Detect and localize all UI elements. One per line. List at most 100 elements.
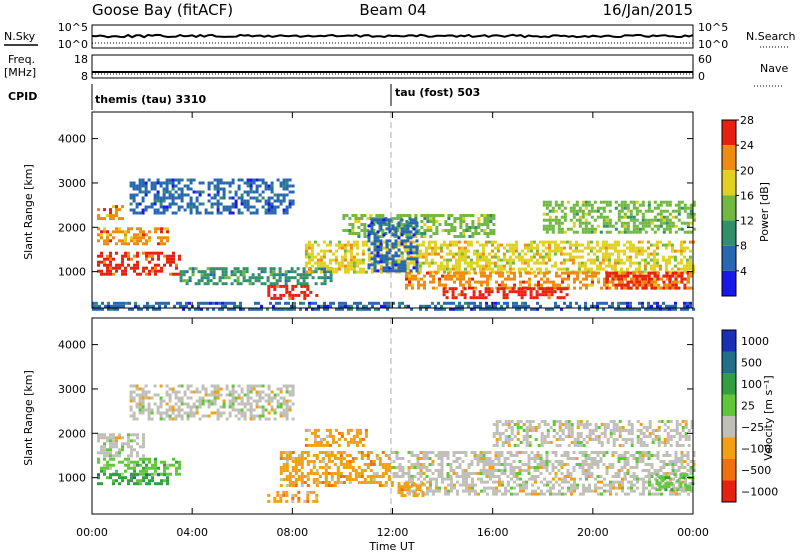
- range-cell: [653, 262, 656, 265]
- range-cell: [274, 209, 277, 212]
- range-cell: [618, 216, 621, 219]
- range-cell: [142, 252, 145, 255]
- range-cell: [483, 451, 486, 454]
- range-cell: [672, 222, 675, 225]
- range-cell: [338, 262, 341, 265]
- range-cell: [244, 406, 247, 409]
- range-cell: [217, 206, 220, 209]
- range-cell: [139, 212, 142, 215]
- range-cell: [361, 454, 364, 457]
- range-cell: [633, 219, 636, 222]
- range-cell: [663, 454, 666, 457]
- range-cell: [431, 241, 434, 244]
- range-cell: [579, 216, 582, 219]
- range-cell: [291, 494, 294, 497]
- range-cell: [160, 412, 163, 415]
- range-cell: [630, 216, 633, 219]
- range-cell: [641, 253, 644, 256]
- range-cell: [253, 206, 256, 209]
- range-cell: [210, 267, 213, 270]
- range-cell: [486, 232, 489, 235]
- range-cell: [240, 282, 243, 285]
- range-cell: [462, 275, 465, 278]
- range-cell: [639, 478, 642, 481]
- range-cell: [555, 219, 558, 222]
- range-cell: [320, 256, 323, 259]
- range-cell: [202, 397, 205, 400]
- range-cell: [630, 201, 633, 204]
- range-cell: [630, 454, 633, 457]
- range-cell: [627, 225, 630, 228]
- range-cell: [572, 256, 575, 259]
- range-cell: [573, 222, 576, 225]
- range-cell: [302, 302, 305, 305]
- range-cell: [596, 259, 599, 262]
- power-y-label: Slant Range [km]: [22, 164, 35, 260]
- range-cell: [329, 305, 332, 308]
- range-cell: [163, 182, 166, 185]
- range-cell: [335, 429, 338, 432]
- range-cell: [588, 454, 591, 457]
- range-cell: [353, 259, 356, 262]
- range-cell: [338, 305, 341, 308]
- range-cell: [396, 217, 399, 220]
- range-cell: [585, 478, 588, 481]
- range-cell: [326, 305, 329, 308]
- range-cell: [435, 469, 438, 472]
- range-cell: [160, 473, 163, 476]
- range-cell: [247, 182, 250, 185]
- range-cell: [118, 230, 121, 233]
- range-cell: [401, 239, 404, 242]
- range-cell: [122, 305, 125, 308]
- range-cell: [545, 256, 548, 259]
- range-cell: [292, 418, 295, 421]
- range-cell: [276, 282, 279, 285]
- range-cell: [192, 273, 195, 276]
- range-cell: [286, 466, 289, 469]
- range-cell: [286, 388, 289, 391]
- range-cell: [636, 487, 639, 490]
- range-cell: [605, 287, 608, 290]
- range-cell: [512, 305, 515, 308]
- range-cell: [591, 231, 594, 234]
- range-cell: [252, 282, 255, 285]
- range-cell: [389, 239, 392, 242]
- range-cell: [492, 481, 495, 484]
- range-cell: [231, 282, 234, 285]
- range-cell: [426, 214, 429, 217]
- range-cell: [166, 182, 169, 185]
- range-cell: [377, 239, 380, 242]
- range-cell: [491, 250, 494, 253]
- range-cell: [648, 469, 651, 472]
- range-cell: [681, 463, 684, 466]
- range-cell: [429, 281, 432, 284]
- range-cell: [285, 500, 288, 503]
- range-cell: [154, 473, 157, 476]
- range-cell: [503, 256, 506, 259]
- range-cell: [465, 487, 468, 490]
- range-cell: [331, 478, 334, 481]
- freq-right-tick-top: 60: [698, 53, 712, 66]
- range-cell: [654, 493, 657, 496]
- range-cell: [214, 185, 217, 188]
- range-cell: [358, 472, 361, 475]
- range-cell: [582, 228, 585, 231]
- range-cell: [238, 418, 241, 421]
- range-cell: [211, 400, 214, 403]
- range-cell: [261, 270, 264, 273]
- range-cell: [582, 210, 585, 213]
- range-cell: [416, 263, 419, 266]
- range-cell: [133, 209, 136, 212]
- range-cell: [456, 451, 459, 454]
- range-cell: [157, 270, 160, 273]
- range-cell: [283, 409, 286, 412]
- range-cell: [452, 293, 455, 296]
- range-cell: [133, 448, 136, 451]
- range-cell: [227, 302, 230, 305]
- range-cell: [582, 272, 585, 275]
- range-cell: [594, 457, 597, 460]
- range-cell: [401, 230, 404, 233]
- range-cell: [654, 225, 657, 228]
- range-cell: [401, 263, 404, 266]
- range-cell: [444, 278, 447, 281]
